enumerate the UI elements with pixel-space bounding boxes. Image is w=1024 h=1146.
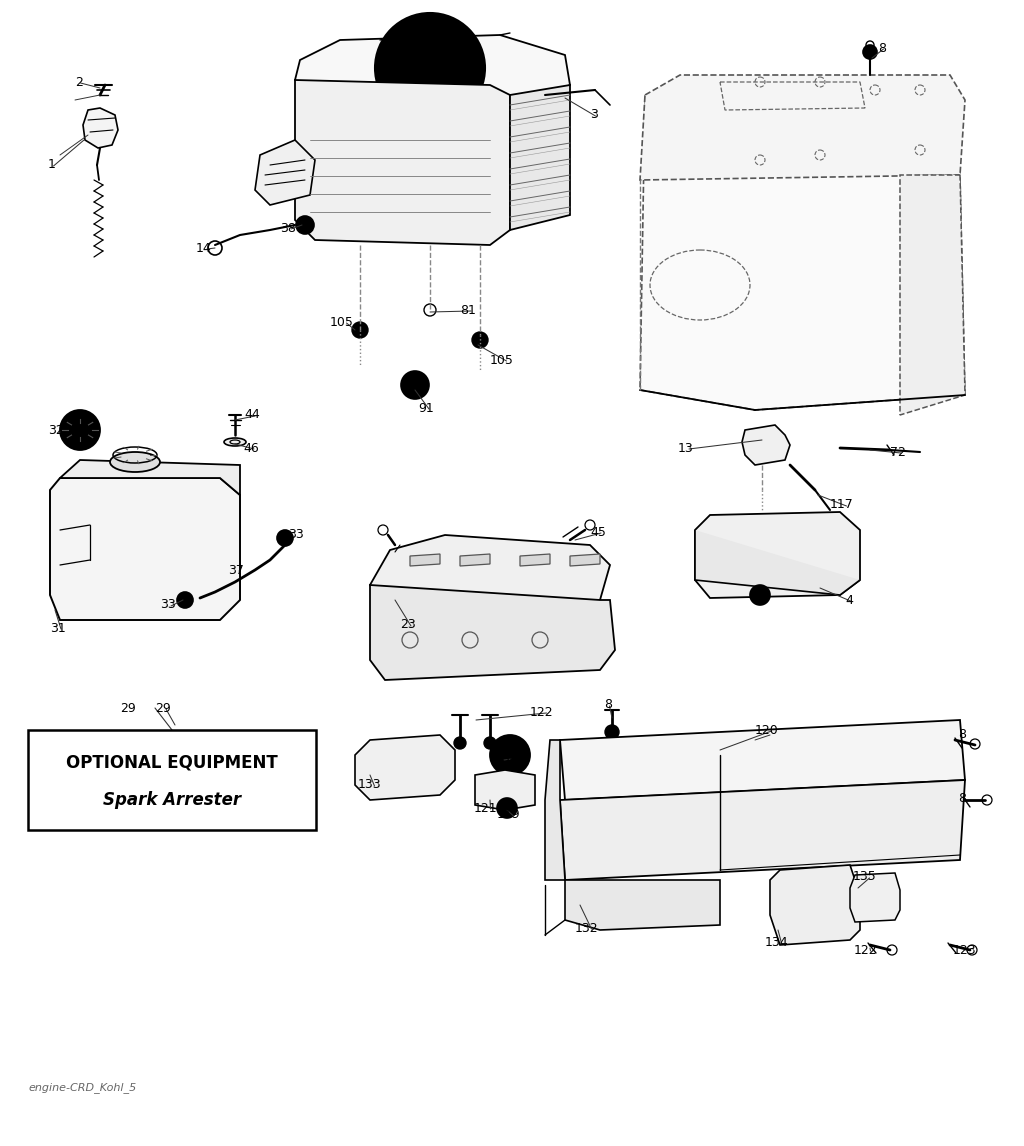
Text: 38: 38 xyxy=(280,221,296,235)
Text: 8: 8 xyxy=(604,699,612,712)
Text: 134: 134 xyxy=(765,935,788,949)
Polygon shape xyxy=(83,108,118,148)
Polygon shape xyxy=(770,865,860,945)
Text: 14: 14 xyxy=(196,242,212,254)
Circle shape xyxy=(750,584,770,605)
Polygon shape xyxy=(695,512,860,598)
Polygon shape xyxy=(565,880,720,931)
Polygon shape xyxy=(295,36,570,100)
Text: 123: 123 xyxy=(953,943,977,957)
Text: 132: 132 xyxy=(575,921,599,934)
Text: 45: 45 xyxy=(590,526,606,539)
Text: 2: 2 xyxy=(75,76,83,88)
Text: 120: 120 xyxy=(755,723,778,737)
Text: 117: 117 xyxy=(830,499,854,511)
Circle shape xyxy=(506,751,514,759)
Polygon shape xyxy=(695,529,860,595)
Circle shape xyxy=(490,735,530,775)
Text: 29: 29 xyxy=(155,701,171,714)
Polygon shape xyxy=(475,770,535,810)
Polygon shape xyxy=(60,460,240,495)
Polygon shape xyxy=(640,74,965,180)
Text: 33: 33 xyxy=(160,598,176,612)
Text: 23: 23 xyxy=(400,619,416,631)
Text: 122: 122 xyxy=(854,943,878,957)
Text: 1: 1 xyxy=(48,158,56,172)
Circle shape xyxy=(863,45,877,58)
Text: 13: 13 xyxy=(678,441,693,455)
Circle shape xyxy=(497,798,517,818)
Text: 105: 105 xyxy=(330,315,354,329)
Text: engine-CRD_Kohl_5: engine-CRD_Kohl_5 xyxy=(28,1082,136,1093)
Circle shape xyxy=(278,529,293,545)
Ellipse shape xyxy=(224,438,246,446)
Polygon shape xyxy=(640,95,965,410)
Text: 135: 135 xyxy=(853,871,877,884)
Circle shape xyxy=(352,322,368,338)
Polygon shape xyxy=(570,554,600,566)
Text: 134: 134 xyxy=(495,752,518,764)
Text: 3: 3 xyxy=(590,109,598,121)
Text: 122: 122 xyxy=(530,706,554,719)
Text: 8: 8 xyxy=(958,729,966,741)
Circle shape xyxy=(375,13,485,123)
Text: 31: 31 xyxy=(50,621,66,635)
Text: 46: 46 xyxy=(243,441,259,455)
Circle shape xyxy=(177,592,193,609)
Polygon shape xyxy=(355,735,455,800)
Text: 8: 8 xyxy=(958,792,966,804)
Polygon shape xyxy=(560,720,965,800)
FancyBboxPatch shape xyxy=(28,730,316,830)
Text: 133: 133 xyxy=(358,778,382,792)
Ellipse shape xyxy=(110,452,160,472)
Text: 72: 72 xyxy=(890,446,906,458)
Text: 29: 29 xyxy=(120,701,136,714)
Circle shape xyxy=(401,371,429,399)
Polygon shape xyxy=(50,478,240,620)
Polygon shape xyxy=(510,85,570,230)
Polygon shape xyxy=(295,80,510,245)
Text: 81: 81 xyxy=(460,304,476,316)
Text: 37: 37 xyxy=(228,564,244,576)
Text: 32: 32 xyxy=(48,424,63,437)
Polygon shape xyxy=(545,740,565,880)
Text: 105: 105 xyxy=(490,353,514,367)
Text: 44: 44 xyxy=(244,408,260,422)
Polygon shape xyxy=(410,554,440,566)
Circle shape xyxy=(296,215,314,234)
Polygon shape xyxy=(255,140,315,205)
Text: 33: 33 xyxy=(288,528,304,542)
Circle shape xyxy=(425,63,435,73)
Polygon shape xyxy=(460,554,490,566)
Text: OPTIONAL EQUIPMENT: OPTIONAL EQUIPMENT xyxy=(67,753,278,771)
Polygon shape xyxy=(370,584,615,680)
Polygon shape xyxy=(742,425,790,465)
Circle shape xyxy=(472,332,488,348)
Circle shape xyxy=(484,737,496,749)
Polygon shape xyxy=(370,535,610,609)
Circle shape xyxy=(605,725,618,739)
Polygon shape xyxy=(520,554,550,566)
Text: 91: 91 xyxy=(418,401,434,415)
Circle shape xyxy=(454,737,466,749)
Circle shape xyxy=(60,410,100,450)
Text: 119: 119 xyxy=(497,808,520,822)
Text: 8: 8 xyxy=(878,41,886,55)
Text: 121: 121 xyxy=(474,801,498,815)
Text: 4: 4 xyxy=(845,594,853,606)
Polygon shape xyxy=(850,873,900,923)
Text: Spark Arrester: Spark Arrester xyxy=(103,791,241,809)
Polygon shape xyxy=(560,780,965,880)
Polygon shape xyxy=(900,175,965,415)
